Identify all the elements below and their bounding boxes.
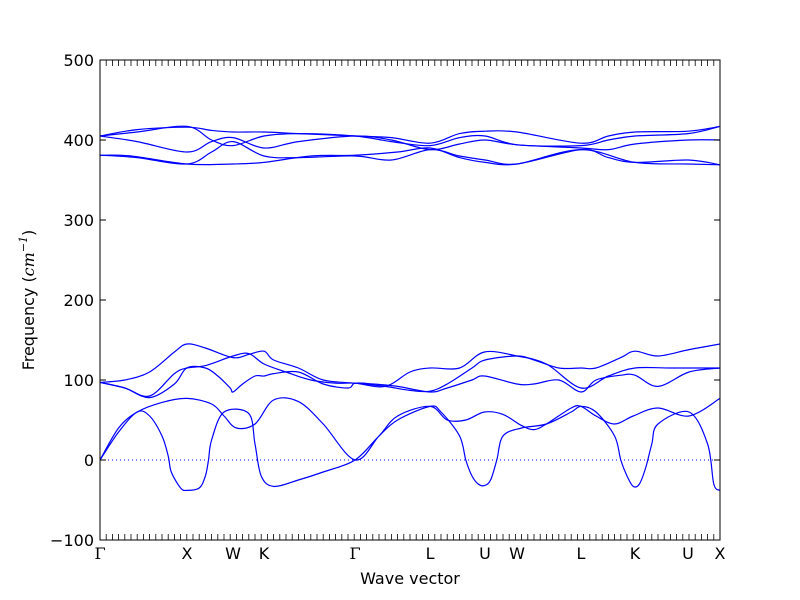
phonon-branch-4 — [99, 343, 721, 393]
y-axis-label-unit: cm — [19, 252, 38, 276]
phonon-branch-1 — [99, 405, 721, 492]
phonon-branch-10 — [99, 125, 721, 144]
y-tick-label-2: 100 — [63, 371, 94, 390]
y-axis-label: Frequency (cm−1) — [17, 230, 38, 371]
y-tick-label-4: 300 — [63, 211, 94, 230]
y-axis-label-prefix: Frequency ( — [19, 276, 38, 370]
x-tick-label-3: K — [259, 544, 270, 563]
x-tick-label-0: Γ — [94, 544, 105, 563]
y-tick-label-5: 400 — [63, 131, 94, 150]
x-tick-label-7: W — [509, 544, 525, 563]
x-tick-label-11: X — [715, 544, 726, 563]
phonon-branch-5 — [99, 350, 720, 398]
y-tick-label-6: 500 — [63, 51, 94, 70]
x-tick-label-9: K — [630, 544, 641, 563]
phonon-branch-7 — [99, 140, 721, 166]
phonon-branch-6 — [99, 147, 721, 166]
x-tick-label-4: Γ — [349, 544, 360, 563]
phonon-branch-9 — [99, 125, 721, 147]
y-axis-label-exponent: −1 — [17, 236, 30, 252]
series-layer — [99, 125, 721, 492]
plot-frame — [99, 59, 721, 541]
x-tick-label-2: W — [225, 544, 241, 563]
x-axis-label: Wave vector — [360, 569, 460, 588]
y-axis-label-suffix: ) — [19, 230, 38, 236]
y-tick-label-1: 0 — [84, 451, 94, 470]
x-tick-label-1: X — [182, 544, 193, 563]
y-tick-label-3: 200 — [63, 291, 94, 310]
y-tick-labels: −100 0 100 200 300 400 500 — [50, 51, 94, 550]
x-tick-label-8: L — [577, 544, 586, 563]
phonon-branch-8 — [99, 135, 721, 153]
x-tick-label-5: L — [426, 544, 435, 563]
x-tick-label-10: U — [682, 544, 694, 563]
y-tick-label-0: −100 — [50, 531, 94, 550]
phonon-branch-2 — [99, 397, 721, 461]
x-tick-label-6: U — [479, 544, 491, 563]
